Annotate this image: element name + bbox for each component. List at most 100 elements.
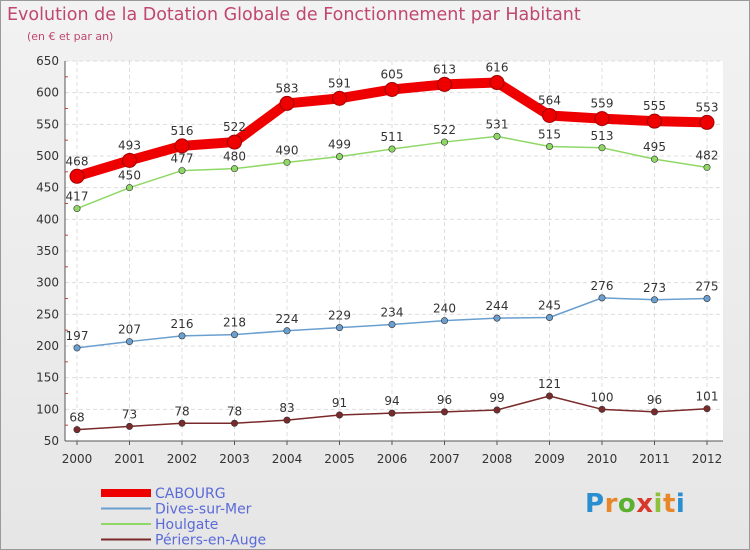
data-point [598, 294, 606, 302]
chart-title: Evolution de la Dotation Globale de Fonc… [7, 5, 581, 25]
x-tick-label: 2003 [219, 452, 250, 466]
data-point [335, 153, 343, 161]
data-label: 450 [118, 169, 141, 183]
data-point [598, 405, 606, 413]
data-point [545, 143, 553, 151]
y-tick-label: 300 [36, 276, 59, 290]
data-point [388, 320, 396, 328]
data-label: 229 [328, 309, 351, 323]
data-label: 244 [486, 299, 509, 313]
data-point [69, 168, 85, 184]
data-point [493, 314, 501, 322]
data-label: 477 [171, 152, 194, 166]
data-label: 78 [174, 404, 189, 418]
data-point [493, 132, 501, 140]
data-label: 480 [223, 150, 246, 164]
data-label: 493 [118, 138, 141, 152]
data-label: 490 [276, 143, 299, 157]
data-label: 276 [591, 279, 614, 293]
data-point [283, 158, 291, 166]
data-label: 73 [122, 407, 137, 421]
data-point [174, 138, 190, 154]
y-tick-label: 150 [36, 371, 59, 385]
y-tick-label: 450 [36, 181, 59, 195]
data-label: 553 [696, 100, 719, 114]
data-label: 234 [381, 305, 404, 319]
data-label: 515 [538, 128, 561, 142]
data-point [545, 392, 553, 400]
data-label: 68 [69, 411, 84, 425]
proxiti-logo: Proxiti [585, 489, 686, 519]
data-label: 99 [489, 391, 504, 405]
legend-label: Périers-en-Auge [155, 533, 266, 549]
data-point [231, 165, 239, 173]
data-label: 513 [591, 129, 614, 143]
data-point [73, 344, 81, 352]
data-label: 240 [433, 302, 456, 316]
data-point [231, 419, 239, 427]
data-point [231, 331, 239, 339]
data-point [650, 408, 658, 416]
y-tick-label: 350 [36, 244, 59, 258]
data-point [545, 313, 553, 321]
y-tick-label: 50 [44, 434, 59, 448]
y-tick-label: 250 [36, 307, 59, 321]
data-point [703, 405, 711, 413]
data-point [283, 416, 291, 424]
data-point [73, 426, 81, 434]
data-label: 94 [384, 394, 399, 408]
y-tick-label: 100 [36, 402, 59, 416]
data-point [440, 138, 448, 146]
data-point [594, 111, 610, 127]
data-point [388, 145, 396, 153]
data-point [542, 107, 557, 123]
data-label: 605 [381, 68, 404, 82]
data-point [126, 422, 134, 430]
data-label: 91 [332, 396, 347, 410]
series-houlgate: 417 450 477 480 490 499 511 522 531 515 513 495 482 [66, 117, 718, 213]
data-point [440, 317, 448, 325]
x-tick-label: 2011 [639, 452, 670, 466]
data-label: 468 [66, 154, 89, 168]
data-label: 216 [171, 317, 194, 331]
data-label: 511 [381, 130, 404, 144]
data-point [650, 296, 658, 304]
y-tick-label: 200 [36, 339, 59, 353]
data-label: 559 [591, 97, 614, 111]
data-point [335, 324, 343, 332]
x-tick-label: 2006 [377, 452, 408, 466]
data-point [279, 95, 295, 111]
data-label: 197 [66, 329, 89, 343]
legend-label: CABOURG [155, 486, 226, 502]
legend: CABOURGDives-sur-MerHoulgatePériers-en-A… [101, 486, 266, 549]
data-point [178, 332, 186, 340]
data-point [440, 408, 448, 416]
data-label: 101 [696, 390, 719, 404]
x-tick-label: 2002 [167, 452, 198, 466]
data-label: 83 [279, 401, 294, 415]
legend-label: Dives-sur-Mer [155, 502, 252, 518]
data-point [335, 411, 343, 419]
series-cabourg: 468 493 516 522 583 591 605 613 616 564 559 555 553 [66, 61, 719, 184]
data-label: 218 [223, 316, 246, 330]
data-label: 224 [276, 312, 299, 326]
data-label: 583 [276, 81, 299, 95]
series-dives-sur-mer: 197 207 216 218 224 229 234 240 244 245 276 273 275 [66, 279, 719, 352]
data-label: 495 [643, 140, 666, 154]
x-tick-label: 2009 [534, 452, 565, 466]
data-point [283, 327, 291, 335]
data-label: 275 [696, 280, 719, 294]
data-point [332, 90, 347, 106]
data-label: 499 [328, 138, 351, 152]
data-point [699, 114, 715, 130]
data-point [388, 409, 396, 417]
data-label: 417 [66, 190, 89, 204]
data-point [493, 406, 501, 414]
data-point [126, 338, 134, 346]
data-label: 531 [486, 117, 509, 131]
data-label: 78 [227, 404, 242, 418]
data-label: 555 [643, 99, 666, 113]
y-tick-label: 550 [36, 117, 59, 131]
